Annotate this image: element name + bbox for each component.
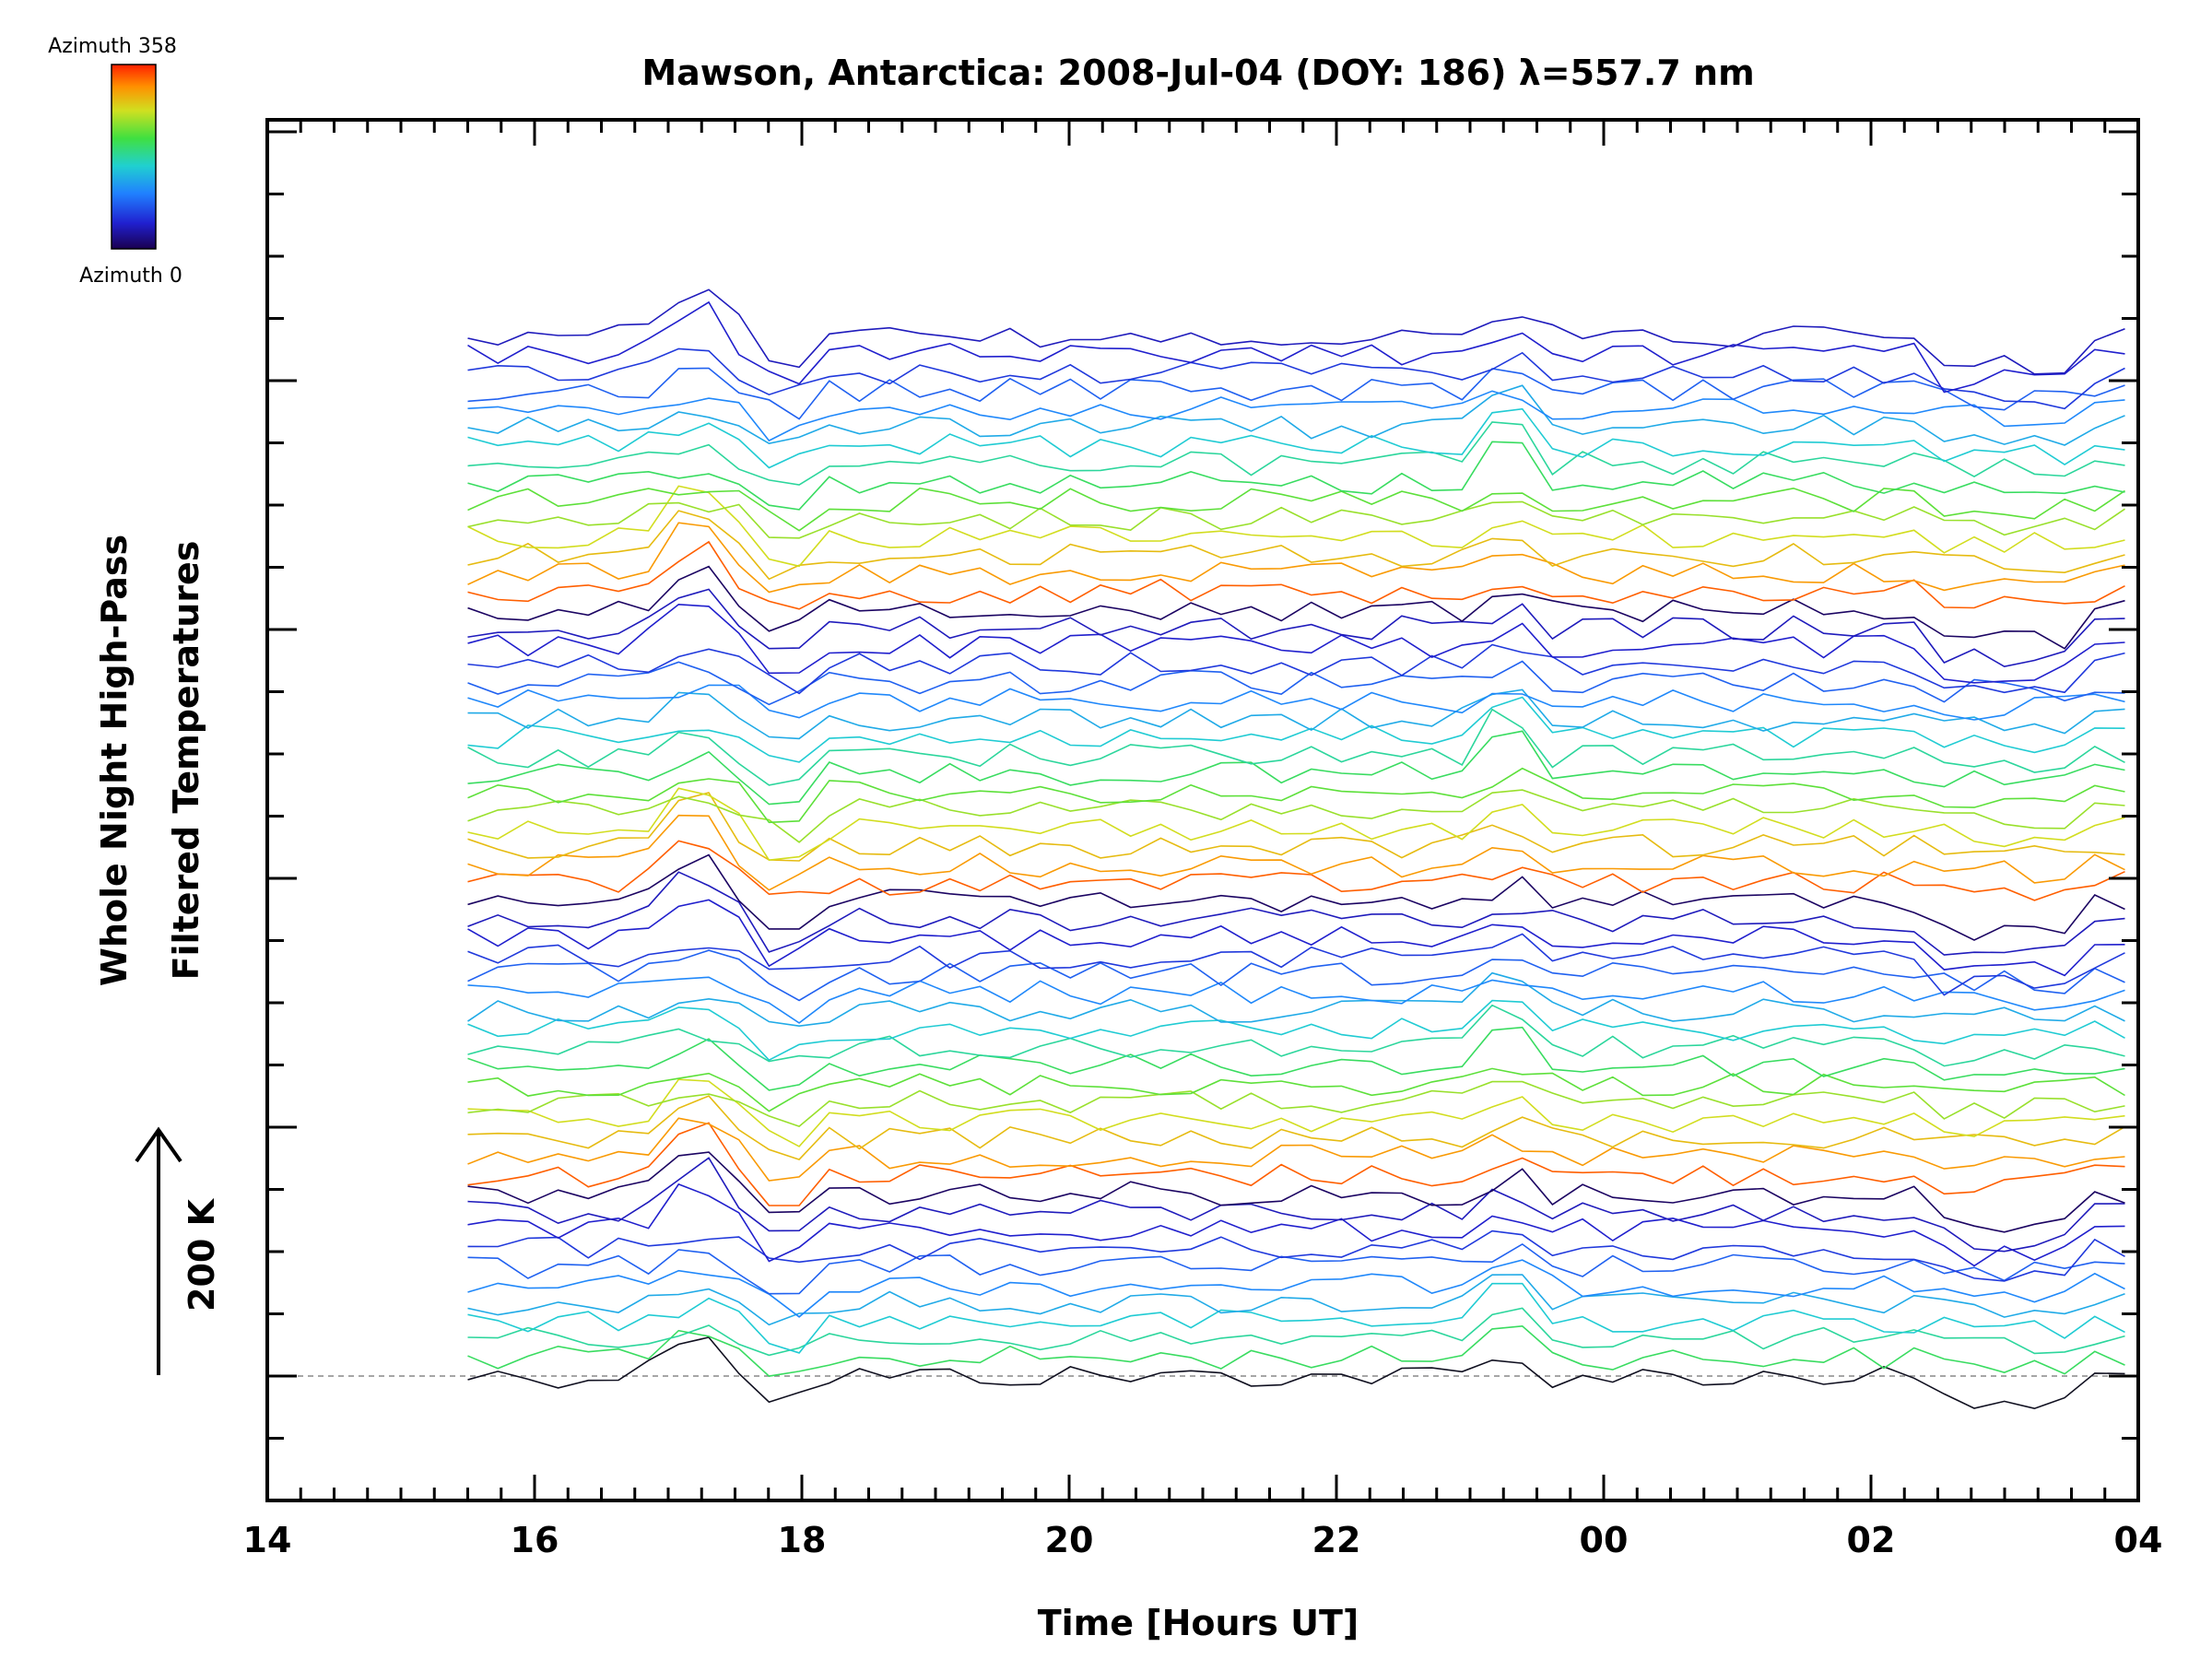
colorbar-gradient — [111, 64, 157, 250]
azimuth-trace — [467, 407, 2125, 469]
azimuth-trace — [467, 288, 2125, 375]
azimuth-trace — [467, 976, 2125, 1024]
azimuth-trace — [467, 660, 2125, 706]
azimuth-trace — [467, 1026, 2125, 1091]
colorbar-top-label: Azimuth 358 — [48, 35, 177, 58]
x-tick-label: 14 — [243, 1520, 292, 1560]
azimuth-trace — [467, 500, 2125, 539]
azimuth-trace — [467, 1117, 2125, 1182]
y-axis-label-line2: Filtered Temperatures — [166, 541, 206, 981]
azimuth-trace — [467, 789, 2125, 843]
azimuth-trace — [467, 1282, 2125, 1354]
azimuth-trace — [467, 696, 2125, 763]
azimuth-trace — [467, 540, 2125, 610]
azimuth-trace — [467, 787, 2125, 862]
azimuth-trace — [467, 1080, 2125, 1128]
scale-arrow — [135, 1126, 182, 1375]
azimuth-trace — [467, 1324, 2125, 1377]
axis-ticks — [265, 120, 2140, 1500]
azimuth-trace — [467, 485, 2125, 568]
azimuth-trace — [467, 1157, 2125, 1253]
azimuth-trace — [467, 1274, 2125, 1326]
azimuth-trace — [467, 1004, 2125, 1067]
azimuth-trace — [467, 565, 2125, 650]
azimuth-trace — [467, 1182, 2125, 1267]
azimuth-trace — [467, 730, 2125, 806]
x-tick-label: 16 — [511, 1520, 559, 1560]
azimuth-trace — [467, 1336, 2125, 1410]
azimuth-trace — [467, 933, 2125, 996]
chart-title: Mawson, Antarctica: 2008-Jul-04 (DOY: 18… — [641, 53, 1754, 93]
x-tick-label: 00 — [1580, 1520, 1629, 1560]
colorbar: Azimuth 358 Azimuth 0 — [48, 35, 182, 288]
x-tick-labels: 14 16 18 20 22 00 02 04 — [243, 1520, 2163, 1560]
azimuth-trace — [467, 1307, 2125, 1357]
azimuth-trace — [467, 1259, 2125, 1318]
azimuth-trace — [467, 999, 2125, 1062]
azimuth-trace — [467, 522, 2125, 594]
azimuth-trace — [467, 1242, 2125, 1295]
azimuth-trace — [467, 708, 2125, 786]
azimuth-trace — [467, 1122, 2125, 1206]
azimuth-trace — [467, 390, 2125, 442]
y-axis-label-line1: Whole Night High-Pass — [94, 535, 135, 986]
azimuth-trace — [467, 871, 2125, 956]
azimuth-trace — [467, 510, 2125, 581]
x-axis-label: Time [Hours UT] — [1038, 1603, 1359, 1643]
azimuth-trace — [467, 688, 2125, 740]
traces-group — [467, 288, 2125, 1410]
azimuth-trace — [467, 441, 2125, 511]
azimuth-trace — [467, 588, 2125, 668]
azimuth-trace — [467, 840, 2125, 901]
azimuth-trace — [467, 384, 2125, 446]
azimuth-trace — [467, 899, 2125, 977]
scale-label: 200 K — [182, 1197, 222, 1312]
x-tick-label: 22 — [1312, 1520, 1361, 1560]
x-tick-label: 04 — [2114, 1520, 2163, 1560]
azimuth-trace — [467, 421, 2125, 486]
x-tick-label: 02 — [1847, 1520, 1896, 1560]
azimuth-trace — [467, 300, 2125, 394]
azimuth-trace — [467, 487, 2125, 532]
azimuth-trace — [467, 949, 2125, 1002]
azimuth-trace — [467, 643, 2125, 695]
azimuth-trace — [467, 971, 2125, 1028]
azimuth-trace — [467, 1067, 2125, 1112]
azimuth-trace — [467, 792, 2125, 862]
azimuth-trace — [467, 1230, 2125, 1282]
azimuth-trace — [467, 767, 2125, 824]
azimuth-trace — [467, 603, 2125, 684]
azimuth-trace — [467, 367, 2125, 420]
azimuth-trace — [467, 853, 2125, 941]
plot-frame — [265, 118, 2140, 1502]
azimuth-trace — [467, 1095, 2125, 1161]
azimuth-trace — [467, 347, 2125, 410]
azimuth-trace — [467, 1078, 2125, 1147]
azimuth-trace — [467, 1151, 2125, 1233]
x-tick-label: 20 — [1045, 1520, 1094, 1560]
x-tick-label: 18 — [778, 1520, 827, 1560]
colorbar-bottom-label: Azimuth 0 — [79, 265, 182, 288]
azimuth-trace — [467, 814, 2125, 891]
azimuth-trace — [467, 684, 2125, 721]
